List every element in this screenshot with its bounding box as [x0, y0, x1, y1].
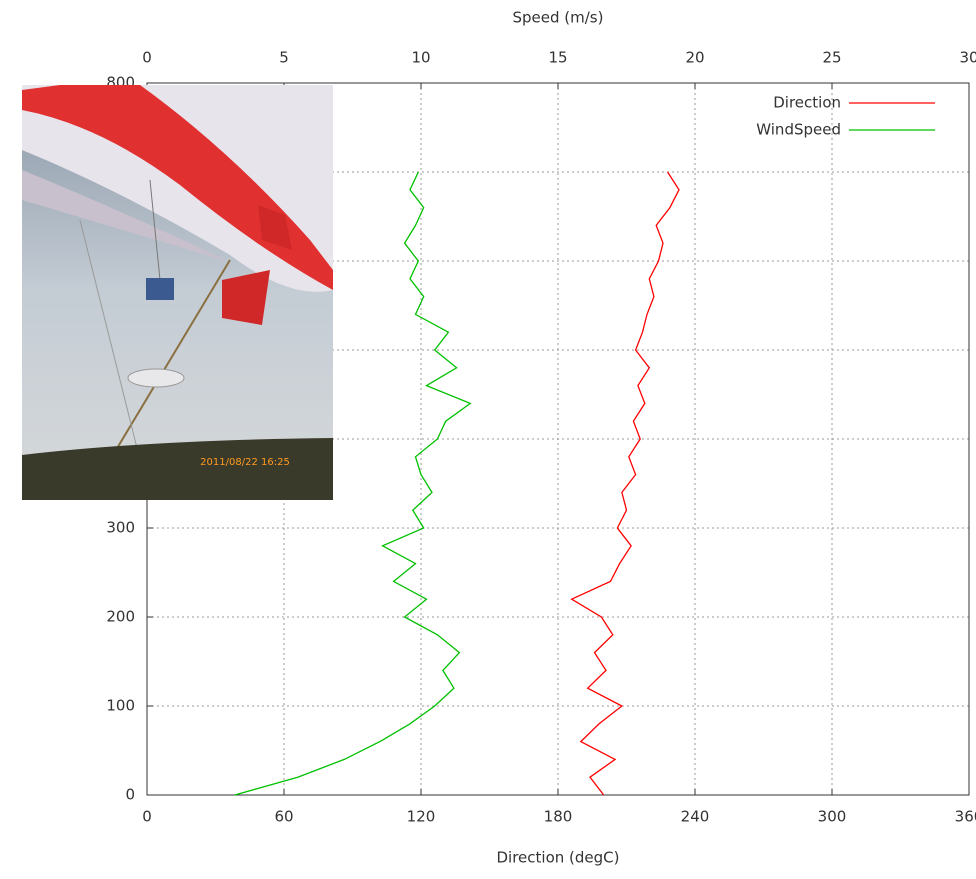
- x-tick-label: 180: [544, 808, 573, 826]
- x2-tick-label: 0: [142, 49, 152, 67]
- x-tick-label: 360: [955, 808, 976, 826]
- y-tick-label: 0: [125, 786, 135, 804]
- blimp-shade: [22, 170, 230, 262]
- legend-label: Direction: [773, 94, 841, 112]
- photo-inset: 2011/08/22 16:25: [22, 85, 333, 500]
- photo-timestamp: 2011/08/22 16:25: [200, 457, 290, 468]
- legend-label: WindSpeed: [756, 121, 841, 139]
- tether: [109, 259, 231, 461]
- x-tick-label: 60: [274, 808, 293, 826]
- blimp-stripe: [22, 85, 333, 290]
- ground: [22, 438, 333, 500]
- x2-tick-label: 30: [959, 49, 976, 67]
- x2-axis-label: Speed (m/s): [513, 9, 604, 27]
- blimp-fin: [222, 270, 270, 325]
- x2-tick-label: 5: [279, 49, 289, 67]
- small-balloon: [127, 368, 185, 388]
- x-tick-label: 240: [681, 808, 710, 826]
- x2-tick-label: 10: [411, 49, 430, 67]
- x2-tick-label: 25: [822, 49, 841, 67]
- x-axis-label: Direction (degC): [497, 849, 620, 867]
- y-tick-label: 100: [106, 697, 135, 715]
- x-tick-label: 120: [407, 808, 436, 826]
- tether: [149, 179, 161, 281]
- x-tick-label: 300: [818, 808, 847, 826]
- y-tick-label: 300: [106, 519, 135, 537]
- x2-tick-label: 15: [548, 49, 567, 67]
- x-tick-label: 0: [142, 808, 152, 826]
- x2-tick-label: 20: [685, 49, 704, 67]
- y-tick-label: 200: [106, 608, 135, 626]
- data-line: [570, 171, 680, 796]
- data-line: [234, 171, 472, 796]
- tether: [79, 219, 141, 461]
- blimp-fin: [258, 205, 292, 250]
- sensor-box: [146, 278, 174, 300]
